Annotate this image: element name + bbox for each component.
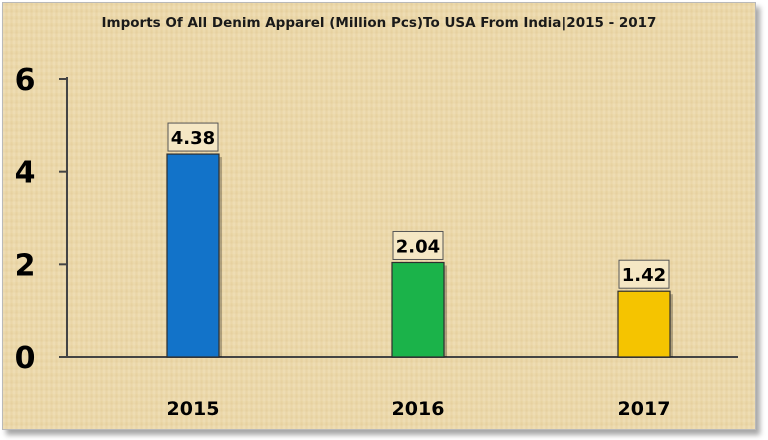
- y-tick-label: 4: [15, 156, 36, 191]
- data-label: 1.42: [622, 265, 666, 286]
- data-label: 4.38: [171, 128, 215, 149]
- data-label: 2.04: [396, 236, 440, 257]
- y-tick-label: 2: [15, 248, 36, 283]
- y-tick-label: 6: [15, 63, 36, 98]
- x-tick-label: 2017: [618, 398, 671, 420]
- y-tick-label: 0: [15, 341, 36, 376]
- data-label-box: [392, 230, 444, 260]
- x-tick-label: 2016: [392, 398, 445, 420]
- bar: [391, 261, 445, 358]
- data-label-box: [167, 122, 219, 152]
- bar-chart: 0 2 4 6 4.38 2015 2.04 2016 1.42 2017: [15, 63, 738, 420]
- x-tick-label: 2015: [167, 398, 220, 420]
- chart-title: Imports Of All Denim Apparel (Million Pc…: [101, 15, 657, 31]
- bar: [617, 290, 671, 358]
- chart-frame: Imports Of All Denim Apparel (Million Pc…: [2, 2, 756, 430]
- bar: [166, 153, 220, 358]
- data-label-box: [618, 259, 670, 289]
